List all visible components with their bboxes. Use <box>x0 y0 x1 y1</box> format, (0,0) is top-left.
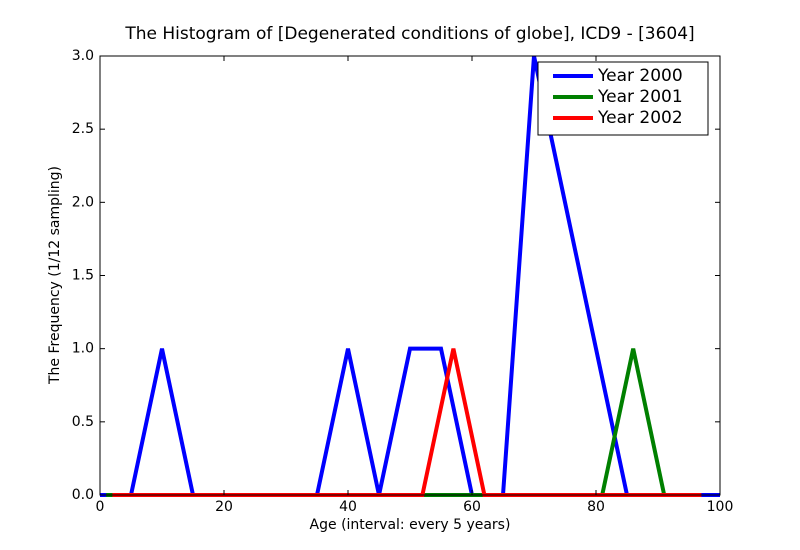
y-axis-label: The Frequency (1/12 sampling) <box>47 166 63 385</box>
legend-label: Year 2001 <box>597 87 683 107</box>
y-tick-label: 1.0 <box>72 341 94 357</box>
x-tick-label: 20 <box>215 499 233 515</box>
x-tick-label: 40 <box>339 499 357 515</box>
chart-title: The Histogram of [Degenerated conditions… <box>124 24 694 44</box>
y-tick-label: 3.0 <box>72 48 94 64</box>
x-tick-label: 60 <box>463 499 481 515</box>
y-tick-label: 2.5 <box>72 121 94 137</box>
legend-label: Year 2002 <box>597 108 683 128</box>
x-tick-label: 100 <box>707 499 734 515</box>
x-axis-label: Age (interval: every 5 years) <box>310 517 511 533</box>
x-tick-label: 80 <box>587 499 605 515</box>
y-tick-label: 0.0 <box>72 487 94 503</box>
y-tick-label: 2.0 <box>72 194 94 210</box>
legend-label: Year 2000 <box>597 66 683 86</box>
y-tick-label: 1.5 <box>72 268 94 284</box>
x-tick-label: 0 <box>96 499 105 515</box>
y-tick-label: 0.5 <box>72 414 94 430</box>
